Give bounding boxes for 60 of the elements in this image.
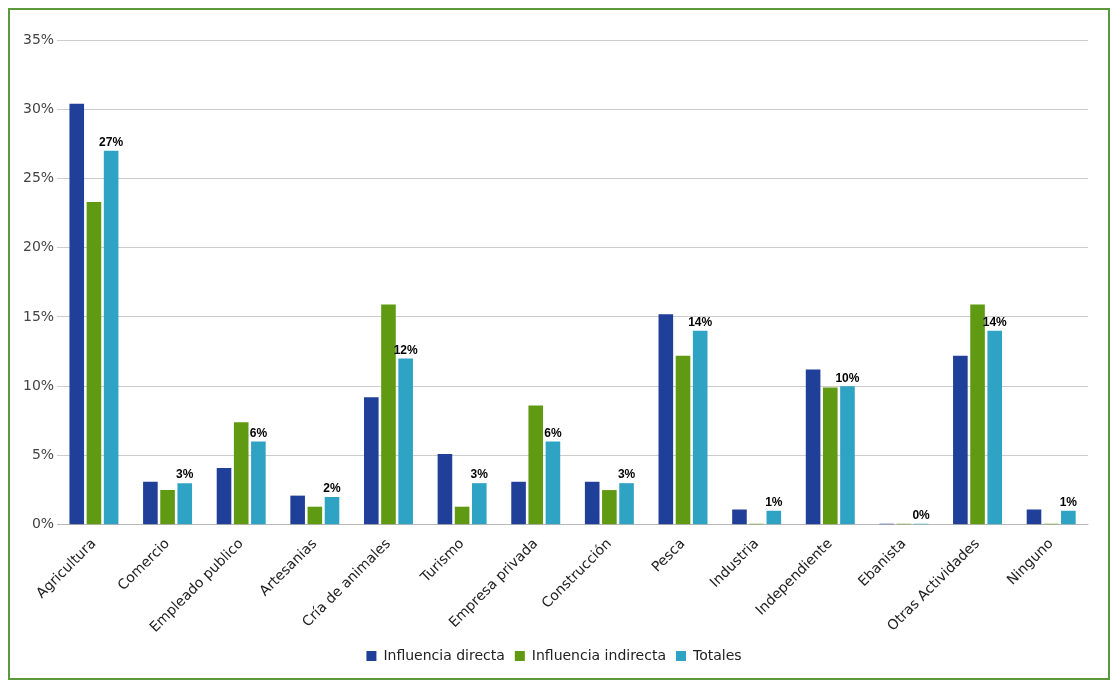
y-tick-label: 15% bbox=[22, 307, 55, 324]
legend-label: Totales bbox=[691, 646, 742, 663]
bar bbox=[398, 358, 413, 525]
bar bbox=[454, 506, 470, 525]
y-tick-label: 5% bbox=[31, 446, 55, 463]
bar bbox=[160, 490, 175, 525]
bar bbox=[69, 103, 85, 525]
bar bbox=[602, 490, 617, 525]
bar bbox=[511, 481, 526, 525]
bar bbox=[324, 497, 340, 525]
bar bbox=[987, 330, 1003, 525]
bar bbox=[675, 355, 691, 525]
bar bbox=[103, 150, 119, 525]
bar bbox=[840, 386, 855, 525]
data-label: 27% bbox=[99, 135, 124, 150]
bar bbox=[86, 202, 102, 525]
legend-label: Influencia directa bbox=[383, 646, 505, 663]
bar bbox=[619, 483, 634, 525]
bar bbox=[381, 304, 396, 525]
data-label: 1% bbox=[765, 495, 783, 510]
bar bbox=[363, 397, 379, 525]
bar bbox=[1061, 510, 1076, 525]
y-tick-label: 25% bbox=[22, 169, 55, 186]
bar bbox=[953, 355, 968, 525]
data-label: 10% bbox=[835, 370, 860, 385]
data-label: 2% bbox=[323, 481, 342, 496]
y-tick-label: 10% bbox=[22, 376, 55, 393]
data-label: 6% bbox=[249, 425, 268, 440]
legend-label: Influencia indirecta bbox=[531, 646, 666, 663]
y-tick-label: 30% bbox=[22, 99, 55, 116]
bar bbox=[251, 441, 266, 525]
data-label: 6% bbox=[544, 425, 562, 440]
bar bbox=[307, 506, 323, 525]
bar bbox=[290, 495, 305, 525]
bar bbox=[528, 405, 544, 525]
bar bbox=[584, 481, 600, 525]
bar bbox=[805, 369, 821, 525]
bar bbox=[766, 510, 782, 525]
bar bbox=[437, 454, 453, 525]
data-label: 3% bbox=[470, 467, 489, 482]
bar bbox=[143, 481, 158, 525]
bar bbox=[233, 422, 249, 525]
bar bbox=[658, 314, 674, 525]
y-tick-label: 0% bbox=[31, 515, 55, 532]
bar bbox=[177, 483, 193, 525]
data-label: 1% bbox=[1059, 495, 1078, 510]
data-label: 3% bbox=[617, 467, 636, 482]
bar bbox=[692, 330, 708, 525]
data-label: 0% bbox=[912, 508, 931, 523]
bar bbox=[732, 509, 747, 525]
bar bbox=[471, 483, 487, 525]
bar bbox=[216, 467, 232, 525]
y-tick-label: 35% bbox=[22, 30, 55, 47]
bar bbox=[822, 387, 838, 525]
y-tick-label: 20% bbox=[22, 238, 55, 255]
bar bbox=[1026, 509, 1042, 525]
data-label: 14% bbox=[688, 315, 713, 330]
data-label: 3% bbox=[176, 467, 194, 482]
bar bbox=[545, 441, 561, 525]
bar bbox=[970, 304, 985, 525]
